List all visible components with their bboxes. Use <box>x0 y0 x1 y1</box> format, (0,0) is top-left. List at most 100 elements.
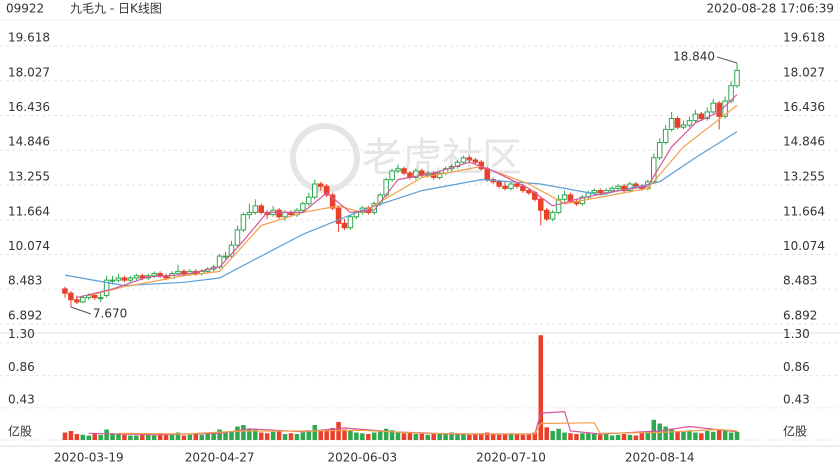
volume-bar <box>431 434 436 440</box>
y-tick-label: 1.30 <box>8 327 35 341</box>
volume-bar <box>145 434 151 440</box>
volume-bar <box>205 433 210 440</box>
volume-bar <box>419 433 425 440</box>
y-tick-label: 8.483 <box>8 274 42 288</box>
candle-body <box>62 288 68 294</box>
volume-bar <box>687 430 692 440</box>
candle-body <box>323 185 330 196</box>
volume-bar <box>312 425 318 440</box>
ma-line <box>88 104 738 296</box>
candle-body <box>335 207 342 224</box>
volume-bar <box>562 432 567 440</box>
volume-bar <box>574 434 579 440</box>
volume-bar <box>681 431 686 440</box>
volume-bar <box>449 432 454 440</box>
volume-bar <box>592 434 597 440</box>
candle-body <box>615 185 621 189</box>
candle-body <box>668 117 675 130</box>
y-tick-label-right: 11.664 <box>783 204 825 218</box>
volume-bar <box>413 434 419 440</box>
candle-body <box>74 299 80 303</box>
candle-body <box>181 270 187 275</box>
volume-bar <box>288 433 294 440</box>
candle-body <box>704 111 711 119</box>
candle-body <box>466 157 473 161</box>
volume-bar <box>68 431 74 440</box>
candle-body <box>258 205 264 213</box>
candle-body <box>543 209 550 220</box>
x-tick-label: 2020-07-10 <box>476 451 546 465</box>
volume-bar <box>122 434 127 440</box>
volume-bar <box>675 431 680 440</box>
volume-bar <box>128 435 133 440</box>
volume-bar <box>371 432 377 440</box>
volume-bar <box>306 430 312 440</box>
volume-bar <box>550 431 555 440</box>
y-tick-label: 0.43 <box>8 392 35 406</box>
volume-bar <box>175 432 181 440</box>
candle-body <box>80 297 86 303</box>
volume-bar <box>455 433 460 440</box>
y-tick-label-right: 亿股 <box>783 424 807 439</box>
candle-body <box>401 168 407 174</box>
x-tick-label: 2020-08-14 <box>625 451 695 465</box>
candle-body <box>734 69 740 87</box>
y-tick-label-right: 13.255 <box>783 170 825 184</box>
candle-body <box>175 270 181 275</box>
volume-bar <box>633 435 639 440</box>
volume-bar <box>461 434 466 440</box>
volume-ma-line <box>88 410 738 436</box>
volume-bar <box>247 428 252 440</box>
volume-bar <box>62 432 68 440</box>
volume-bar <box>705 431 710 440</box>
volume-bar <box>324 430 329 440</box>
volume-bar <box>104 429 109 440</box>
candle-body <box>538 198 544 211</box>
candle-body <box>454 161 461 168</box>
volume-bar <box>211 432 216 440</box>
volume-bar <box>389 430 395 440</box>
candle-body <box>139 275 146 279</box>
candle-body <box>395 168 401 172</box>
volume-bar <box>270 431 276 440</box>
y-tick-label-right: 6.892 <box>783 309 817 323</box>
candle-body <box>234 229 241 246</box>
candle-body <box>621 185 627 192</box>
volume-bar <box>241 425 246 440</box>
volume-bar <box>229 431 234 440</box>
volume-bar <box>366 434 371 440</box>
volume-bar <box>484 432 490 440</box>
y-tick-label: 亿股 <box>8 424 32 439</box>
volume-bar <box>377 431 383 440</box>
volume-bar <box>74 434 80 440</box>
volume-bar <box>134 435 139 440</box>
candle-body <box>240 214 247 231</box>
candle-body <box>680 124 687 128</box>
volume-bar <box>116 434 121 440</box>
candle-body <box>674 117 681 128</box>
volume-bar <box>467 434 472 440</box>
candle-body <box>413 170 419 178</box>
volume-bar <box>318 431 323 440</box>
volume-bar <box>407 432 413 440</box>
volume-bar <box>437 433 442 440</box>
volume-ma-line <box>118 422 738 435</box>
volume-bar <box>615 434 621 440</box>
y-tick-label-right: 1.30 <box>783 327 810 341</box>
volume-bar <box>538 335 544 440</box>
volume-bar <box>651 419 657 440</box>
candle-body <box>502 185 508 189</box>
candle-body <box>561 194 568 200</box>
volume-bar <box>395 431 401 440</box>
y-tick-label-right: 8.483 <box>783 274 817 288</box>
y-tick-label: 11.664 <box>8 204 50 218</box>
volume-bar <box>151 435 157 440</box>
volume-bar <box>360 433 365 440</box>
candle-body <box>109 279 116 282</box>
candle-body <box>496 181 502 187</box>
volume-bar <box>157 433 163 440</box>
x-tick-label: 2020-03-19 <box>54 451 124 465</box>
volume-bar <box>217 429 222 440</box>
candle-body <box>68 292 74 301</box>
volume-bar <box>425 434 431 440</box>
